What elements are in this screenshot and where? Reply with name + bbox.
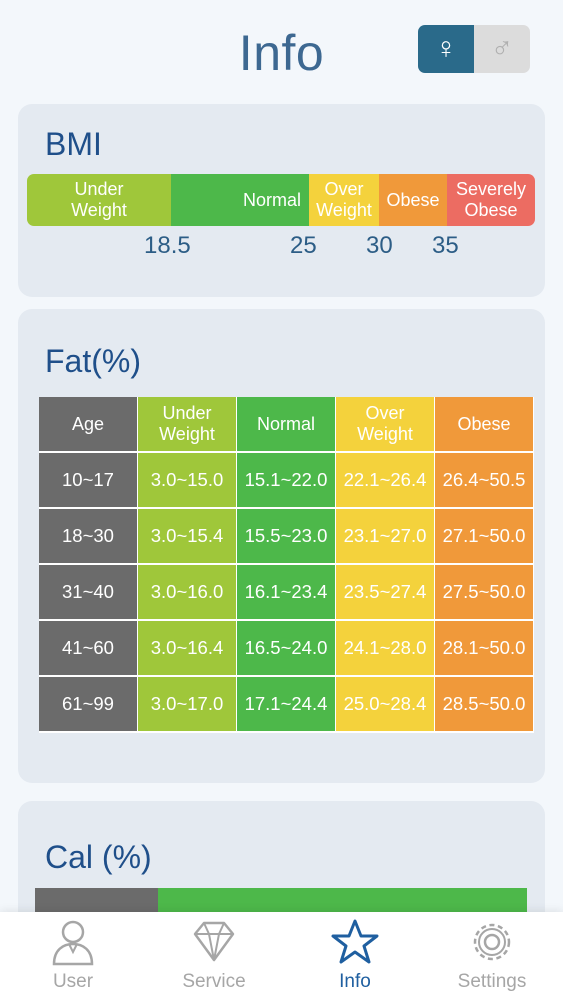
bmi-segment-severely-obese: Severely Obese [447,174,535,226]
cell-obese: 28.5~50.0 [434,676,534,733]
bottom-tab-bar: User Service Info Settings [0,912,563,1000]
cell-under-weight: 3.0~15.4 [137,508,237,565]
cell-obese: 27.5~50.0 [434,564,534,621]
cell-normal: 17.1~24.4 [236,676,336,733]
star-icon [300,918,410,968]
header-over-weight: Over Weight [335,397,435,453]
male-icon: ♂ [490,32,514,65]
cell-obese: 28.1~50.0 [434,620,534,677]
cell-age: 41~60 [39,620,138,677]
male-toggle-button[interactable]: ♂ [474,25,530,73]
bmi-segment-obese: Obese [379,174,447,226]
diamond-icon [159,918,269,968]
header: Info ♀ ♂ [0,0,563,100]
cell-over-weight: 24.1~28.0 [335,620,435,677]
bmi-title: BMI [45,126,102,162]
table-header-row: Age Under Weight Normal Over Weight Obes… [39,397,534,453]
cell-obese: 26.4~50.5 [434,452,534,509]
header-obese: Obese [434,397,534,453]
cell-over-weight: 23.5~27.4 [335,564,435,621]
cal-title: Cal (%) [45,839,152,875]
cell-under-weight: 3.0~16.4 [137,620,237,677]
header-under-weight: Under Weight [137,397,237,453]
bmi-threshold-30: 30 [366,232,393,259]
cell-under-weight: 3.0~15.0 [137,452,237,509]
female-icon: ♀ [434,32,458,65]
bmi-segment-overweight: Over Weight [309,174,379,226]
tab-user-label: User [52,971,94,992]
bmi-card: BMI Under Weight Normal Over Weight Obes… [18,104,545,297]
gear-icon [437,918,547,968]
tab-user[interactable]: User [18,912,128,1000]
tab-service[interactable]: Service [159,912,269,1000]
cell-age: 10~17 [39,452,138,509]
tab-service-label: Service [182,971,246,992]
cell-over-weight: 23.1~27.0 [335,508,435,565]
cell-age: 31~40 [39,564,138,621]
table-row: 10~17 3.0~15.0 15.1~22.0 22.1~26.4 26.4~… [39,452,534,509]
cell-normal: 15.1~22.0 [236,452,336,509]
cell-under-weight: 3.0~17.0 [137,676,237,733]
header-normal: Normal [236,397,336,453]
fat-title: Fat(%) [45,343,141,379]
cell-obese: 27.1~50.0 [434,508,534,565]
table-row: 61~99 3.0~17.0 17.1~24.4 25.0~28.4 28.5~… [39,676,534,733]
bmi-threshold-18-5: 18.5 [144,232,191,259]
cell-normal: 15.5~23.0 [236,508,336,565]
cell-over-weight: 22.1~26.4 [335,452,435,509]
cell-under-weight: 3.0~16.0 [137,564,237,621]
table-row: 18~30 3.0~15.4 15.5~23.0 23.1~27.0 27.1~… [39,508,534,565]
bmi-threshold-25: 25 [290,232,317,259]
cell-normal: 16.5~24.0 [236,620,336,677]
page-title: Info [238,25,325,81]
bmi-threshold-35: 35 [432,232,459,259]
tab-settings-label: Settings [457,971,527,992]
user-icon [18,918,128,968]
cell-normal: 16.1~23.4 [236,564,336,621]
cell-over-weight: 25.0~28.4 [335,676,435,733]
bmi-segment-underweight: Under Weight [27,174,171,226]
bmi-segment-normal: Normal [171,174,309,226]
tab-settings[interactable]: Settings [437,912,547,1000]
bmi-scale-bar: Under Weight Normal Over Weight Obese Se… [27,174,535,226]
cell-age: 18~30 [39,508,138,565]
tab-info[interactable]: Info [300,912,410,1000]
tab-info-label: Info [339,971,371,992]
table-row: 41~60 3.0~16.4 16.5~24.0 24.1~28.0 28.1~… [39,620,534,677]
fat-table: Age Under Weight Normal Over Weight Obes… [39,397,534,733]
fat-card: Fat(%) Age Under Weight Normal Over Weig… [18,309,545,783]
gender-toggle[interactable]: ♀ ♂ [418,25,530,73]
cell-age: 61~99 [39,676,138,733]
table-row: 31~40 3.0~16.0 16.1~23.4 23.5~27.4 27.5~… [39,564,534,621]
header-age: Age [39,397,138,453]
female-toggle-button[interactable]: ♀ [418,25,474,73]
